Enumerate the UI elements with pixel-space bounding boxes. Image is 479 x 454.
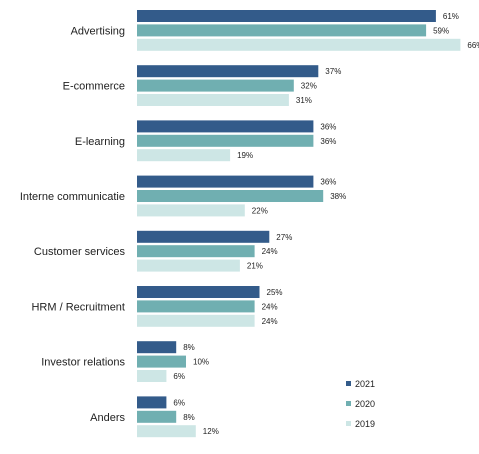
value-label-anders-2019: 12% [203, 427, 219, 436]
value-label-anders-2020: 8% [183, 413, 195, 422]
category-label-investor-relations: Investor relations [41, 357, 125, 369]
value-label-e-commerce-2020: 32% [301, 82, 317, 91]
bar-advertising-2021 [137, 10, 436, 22]
value-label-advertising-2020: 59% [433, 26, 449, 35]
value-label-advertising-2019: 66% [467, 41, 479, 50]
value-label-e-learning-2020: 36% [320, 137, 336, 146]
category-label-customer-services: Customer services [34, 246, 126, 258]
bar-hrm-recruitment-2019 [137, 314, 255, 327]
category-label-advertising: Advertising [71, 25, 125, 37]
value-label-advertising-2021: 61% [443, 12, 459, 21]
bar-advertising-2019 [137, 38, 461, 51]
value-label-e-commerce-2019: 31% [296, 96, 312, 105]
category-labels: Advertising E-commerce E-learning Interne c… [20, 25, 126, 423]
legend-swatch-2021 [346, 381, 351, 386]
bar-e-commerce-2020 [137, 79, 294, 92]
value-label-e-learning-2019: 19% [237, 151, 253, 160]
bar-hrm-recruitment-2021 [137, 286, 260, 298]
bar-interne-communicatie-2020 [137, 190, 324, 202]
value-label-interne-communicatie-2019: 22% [252, 206, 268, 215]
bar-e-learning-2021 [137, 120, 314, 133]
legend-swatch-2019 [346, 421, 351, 426]
bar-anders-2020 [137, 410, 177, 423]
bar-investor-relations-2020 [137, 355, 186, 368]
legend-label-2021: 2021 [355, 379, 375, 389]
bar-anders-2021 [137, 396, 167, 409]
bar-anders-2019 [137, 425, 196, 438]
value-label-anders-2021: 6% [173, 398, 185, 407]
bar-e-commerce-2019 [137, 94, 289, 106]
value-label-investor-relations-2020: 10% [193, 358, 209, 367]
value-label-e-commerce-2021: 37% [325, 67, 341, 76]
value-label-customer-services-2019: 21% [247, 262, 263, 271]
category-label-hrm-recruitment: HRM / Recruitment [31, 301, 125, 313]
value-label-interne-communicatie-2020: 38% [330, 192, 346, 201]
legend-label-2020: 2020 [355, 399, 375, 409]
value-label-investor-relations-2021: 8% [183, 343, 195, 352]
bar-interne-communicatie-2019 [137, 204, 245, 217]
value-label-hrm-recruitment-2021: 25% [267, 288, 283, 297]
category-label-e-learning: E-learning [75, 136, 125, 148]
legend: 2021 2020 2019 [346, 379, 375, 429]
value-labels: 61% 59% 66% 37% 32% 31% 36% 36% 19% 36% 38% 22% 27% 2… [173, 12, 479, 436]
category-label-e-commerce: E-commerce [63, 81, 125, 93]
bar-e-learning-2020 [137, 134, 314, 147]
bar-interne-communicatie-2021 [137, 175, 314, 188]
bar-investor-relations-2021 [137, 341, 177, 354]
value-label-hrm-recruitment-2019: 24% [262, 317, 278, 326]
value-label-customer-services-2021: 27% [276, 233, 292, 242]
legend-swatch-2020 [346, 401, 351, 406]
category-label-interne-communicatie: Interne communicatie [20, 191, 125, 203]
value-label-interne-communicatie-2021: 36% [320, 178, 336, 187]
bar-hrm-recruitment-2020 [137, 300, 255, 313]
value-label-customer-services-2020: 24% [262, 247, 278, 256]
value-label-hrm-recruitment-2020: 24% [262, 302, 278, 311]
bars [137, 10, 461, 438]
category-label-anders: Anders [90, 412, 125, 424]
value-label-e-learning-2021: 36% [320, 122, 336, 131]
bar-customer-services-2020 [137, 245, 255, 258]
legend-label-2019: 2019 [355, 419, 375, 429]
bar-e-learning-2019 [137, 149, 231, 162]
bar-investor-relations-2019 [137, 370, 167, 382]
bar-e-commerce-2021 [137, 65, 319, 78]
bar-customer-services-2021 [137, 230, 270, 243]
bar-advertising-2020 [137, 24, 427, 37]
bar-customer-services-2019 [137, 259, 240, 272]
value-label-investor-relations-2019: 6% [173, 372, 185, 381]
